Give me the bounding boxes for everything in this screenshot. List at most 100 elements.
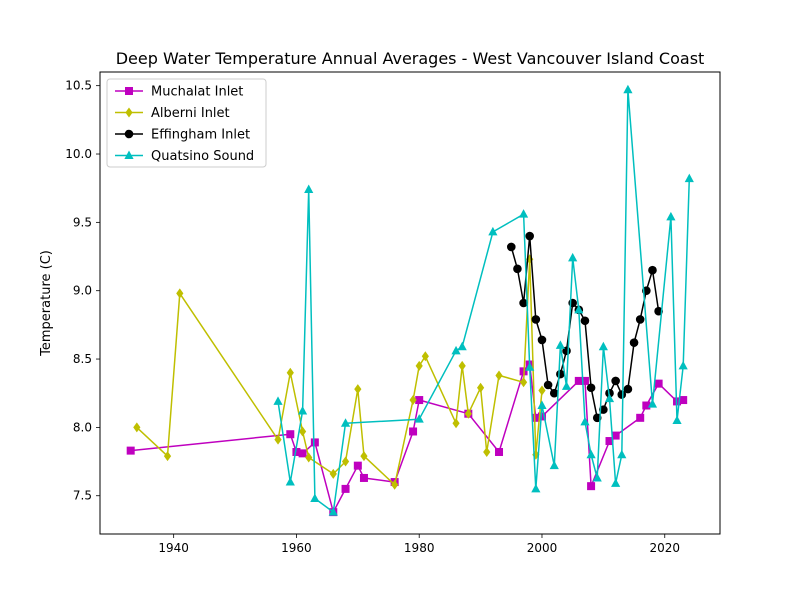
data-point-effingham-inlet-0 <box>506 242 516 252</box>
y-tick-label: 10.5 <box>65 79 92 93</box>
data-point-quatsino-sound-11 <box>518 209 529 218</box>
data-point-muchalat-inlet-25 <box>654 379 663 388</box>
data-point-quatsino-sound-16 <box>555 340 565 349</box>
data-point-effingham-inlet-5 <box>537 335 547 345</box>
data-point-quatsino-sound-23 <box>598 341 608 351</box>
data-point-muchalat-inlet-18 <box>574 376 583 385</box>
y-axis-label: Temperature (C) <box>39 250 54 357</box>
data-point-effingham-inlet-19 <box>623 384 633 394</box>
data-point-quatsino-sound-4 <box>310 493 320 502</box>
data-point-quatsino-sound-9 <box>457 341 467 351</box>
data-point-effingham-inlet-21 <box>635 315 645 324</box>
data-point-effingham-inlet-4 <box>531 315 541 324</box>
y-tick-label: 8.0 <box>73 420 92 434</box>
data-point-alberni-inlet-20 <box>495 370 503 381</box>
data-point-muchalat-inlet-0 <box>126 446 135 455</box>
data-point-muchalat-inlet-3 <box>298 449 307 458</box>
data-point-quatsino-sound-6 <box>340 418 351 427</box>
data-point-alberni-inlet-2 <box>176 288 184 299</box>
data-point-quatsino-sound-27 <box>623 84 633 94</box>
data-point-effingham-inlet-13 <box>586 383 596 393</box>
data-point-alberni-inlet-15 <box>452 418 460 429</box>
data-point-quatsino-sound-29 <box>666 211 676 221</box>
data-point-effingham-inlet-18 <box>617 390 627 399</box>
data-point-effingham-inlet-2 <box>519 298 528 308</box>
y-tick-label: 7.5 <box>73 489 92 503</box>
data-point-quatsino-sound-18 <box>568 252 578 262</box>
x-tick-label: 1940 <box>158 541 189 555</box>
data-point-alberni-inlet-11 <box>391 479 399 490</box>
data-point-muchalat-inlet-21 <box>605 437 614 446</box>
data-point-effingham-inlet-3 <box>525 231 535 241</box>
data-point-quatsino-sound-5 <box>328 507 338 516</box>
data-point-muchalat-inlet-20 <box>587 482 596 491</box>
legend-box <box>106 78 267 168</box>
plot-content <box>126 84 694 517</box>
data-point-quatsino-sound-12 <box>525 362 535 371</box>
legend-marker-effingham-inlet <box>124 129 134 139</box>
y-tick-label: 9.0 <box>73 284 92 298</box>
x-tick-label: 2000 <box>527 541 558 555</box>
data-point-alberni-inlet-12 <box>409 395 417 406</box>
data-point-quatsino-sound-8 <box>451 345 461 355</box>
data-point-quatsino-sound-7 <box>414 414 424 423</box>
data-point-effingham-inlet-17 <box>611 376 620 386</box>
legend-label-alberni-inlet: Alberni Inlet <box>151 106 230 121</box>
data-point-quatsino-sound-22 <box>592 472 602 482</box>
data-point-muchalat-inlet-8 <box>359 473 368 482</box>
data-point-muchalat-inlet-1 <box>286 430 295 439</box>
data-point-muchalat-inlet-10 <box>409 427 418 436</box>
data-point-muchalat-inlet-16 <box>531 413 540 422</box>
data-point-quatsino-sound-31 <box>678 360 688 370</box>
data-point-alberni-inlet-6 <box>305 452 313 463</box>
y-tick-label: 8.5 <box>73 352 92 366</box>
data-point-alberni-inlet-14 <box>421 351 429 362</box>
data-point-muchalat-inlet-19 <box>580 376 589 385</box>
data-point-quatsino-sound-0 <box>273 396 283 405</box>
legend-label-muchalat-inlet: Muchalat Inlet <box>151 85 243 100</box>
data-point-effingham-inlet-6 <box>543 380 553 390</box>
data-point-quatsino-sound-14 <box>537 400 547 410</box>
data-point-alberni-inlet-16 <box>458 360 466 371</box>
data-point-alberni-inlet-4 <box>286 367 294 378</box>
data-point-alberni-inlet-17 <box>464 408 472 419</box>
data-point-effingham-inlet-23 <box>648 265 657 275</box>
data-point-quatsino-sound-17 <box>561 381 572 390</box>
data-point-quatsino-sound-30 <box>672 415 682 425</box>
data-point-effingham-inlet-7 <box>549 388 559 398</box>
legend-marker-quatsino-sound <box>124 150 134 159</box>
data-point-alberni-inlet-7 <box>329 468 337 479</box>
data-point-alberni-inlet-24 <box>538 385 546 396</box>
data-point-quatsino-sound-20 <box>580 416 590 426</box>
data-point-quatsino-sound-10 <box>488 226 498 236</box>
data-point-alberni-inlet-8 <box>341 456 350 467</box>
legend: Muchalat Inlet Alberni Inlet Effingham Inl… <box>106 78 267 168</box>
axis-ticks: 1940 1960 1980 2000 2020 7.5 8.0 8.5 9.0 9.5 10.0 1… <box>65 79 680 555</box>
data-point-quatsino-sound-19 <box>574 304 584 314</box>
plot-frame <box>99 71 721 535</box>
data-point-effingham-inlet-12 <box>580 316 590 326</box>
data-point-muchalat-inlet-13 <box>495 447 504 456</box>
data-point-quatsino-sound-15 <box>549 460 559 470</box>
legend-marker-alberni-inlet <box>125 107 133 118</box>
data-point-quatsino-sound-32 <box>684 173 694 183</box>
data-point-quatsino-sound-1 <box>285 477 295 486</box>
data-point-quatsino-sound-28 <box>647 399 658 408</box>
data-point-alberni-inlet-0 <box>133 422 141 433</box>
data-point-alberni-inlet-13 <box>415 360 423 371</box>
data-point-effingham-inlet-1 <box>513 264 522 274</box>
x-tick-label: 1960 <box>281 541 312 555</box>
series-line-muchalat-inlet <box>130 363 684 513</box>
data-point-quatsino-sound-24 <box>604 393 615 403</box>
data-point-alberni-inlet-9 <box>354 384 362 395</box>
x-tick-label: 2020 <box>649 541 680 555</box>
data-point-muchalat-inlet-2 <box>292 447 301 456</box>
data-point-muchalat-inlet-23 <box>636 413 645 422</box>
legend-label-quatsino-sound: Quatsino Sound <box>151 149 254 164</box>
data-point-alberni-inlet-1 <box>163 451 172 462</box>
data-point-effingham-inlet-20 <box>629 338 639 347</box>
data-point-quatsino-sound-2 <box>297 405 308 415</box>
data-point-muchalat-inlet-4 <box>310 438 319 447</box>
data-point-muchalat-inlet-27 <box>679 396 688 405</box>
